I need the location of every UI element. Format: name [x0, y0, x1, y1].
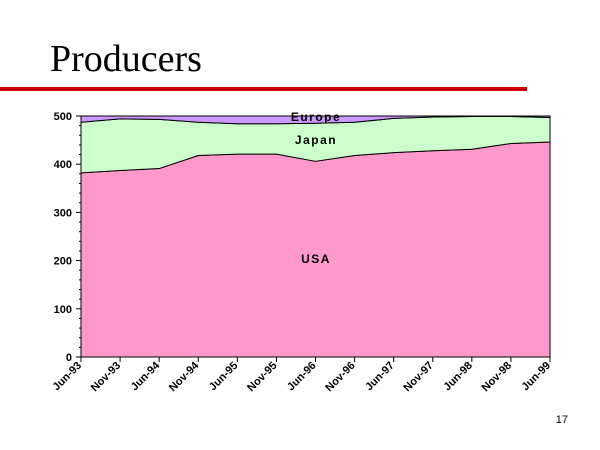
series-label-usa: USA [301, 252, 331, 266]
x-tick-label: Nov-97 [401, 360, 435, 394]
x-tick-label: Jun-97 [363, 360, 397, 394]
x-tick-label: Nov-93 [89, 360, 123, 394]
x-tick-label: Jun-99 [520, 360, 554, 394]
x-tick-label: Jun-95 [207, 360, 241, 394]
labels-layer: USA Japan Europe [291, 110, 341, 266]
slide-title: Producers [50, 38, 202, 80]
x-tick-label: Jun-96 [285, 360, 319, 394]
page-number: 17 [555, 414, 568, 426]
series-label-japan: Japan [295, 133, 337, 147]
y-tick-label: 500 [54, 111, 72, 123]
x-tick-label: Nov-94 [167, 359, 202, 394]
y-tick-label: 100 [54, 304, 72, 316]
area-europe [80, 115, 551, 125]
x-tick-label: Nov-95 [245, 360, 279, 394]
areas-layer [80, 115, 551, 358]
x-tick-label: Jun-98 [441, 360, 475, 394]
area-usa [80, 141, 551, 358]
y-tick-label: 300 [54, 207, 72, 219]
title-rule [0, 87, 527, 91]
x-tick-label: Nov-98 [480, 360, 514, 394]
y-tick-label: 0 [66, 352, 72, 364]
x-tick-label: Jun-94 [129, 359, 163, 393]
x-tick-label: Jun-93 [51, 360, 85, 394]
series-label-europe: Europe [291, 110, 341, 124]
x-tick-label: Nov-96 [323, 360, 357, 394]
y-tick-label: 400 [54, 159, 72, 171]
y-tick-label: 200 [54, 256, 72, 268]
